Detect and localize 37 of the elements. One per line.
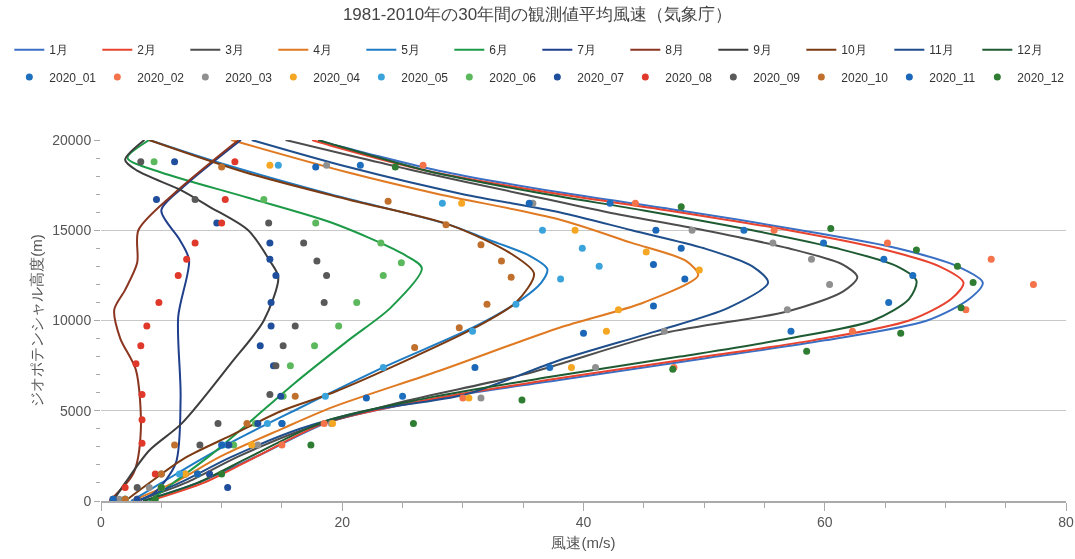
y-tick-label: 10000 [52,312,92,329]
legend-label: 2020_02 [137,70,185,85]
x-tick-label: 0 [97,514,106,531]
y-axis-title: ジオポテンシャル高度(m) [27,234,45,407]
legend-label: 1月 [49,43,69,58]
legend-label: 8月 [665,43,685,58]
legend-label: 2020_06 [489,70,537,85]
x-tick-label: 40 [575,514,592,531]
y-tick-label: 20000 [52,131,92,148]
legend-label: 2020_10 [841,70,889,85]
y-tick-label: 5000 [60,402,92,419]
legend-label: 12月 [1017,43,1043,58]
legend-label: 2020_04 [313,70,361,85]
x-axis-title: 風速(m/s) [551,534,616,552]
legend-label: 11月 [929,43,954,58]
legend-label: 3月 [225,43,245,58]
legend-label: 2020_01 [49,70,97,85]
legend-label: 2020_11 [929,70,976,85]
legend-label: 2020_03 [225,70,273,85]
legend-label: 2020_07 [577,70,625,85]
y-tick-label: 15000 [52,222,92,239]
legend-label: 7月 [577,43,597,58]
legend-label: 6月 [489,43,509,58]
legend-label: 9月 [753,43,773,58]
legend-label: 2020_08 [665,70,713,85]
y-tick-label: 0 [83,492,92,509]
x-tick-label: 60 [816,514,833,531]
x-tick-label: 80 [1058,514,1074,531]
legend-label: 2020_05 [401,70,449,85]
legend-label: 2月 [137,43,157,58]
chart-title: 1981-2010年の30年間の観測値平均風速（気象庁） [342,5,733,25]
x-tick-label: 20 [334,514,351,531]
legend-label: 2020_09 [753,70,801,85]
legend-label: 2020_12 [1017,70,1065,85]
legend-label: 4月 [313,43,333,58]
legend-label: 5月 [401,43,421,58]
legend-label: 10月 [841,43,867,58]
